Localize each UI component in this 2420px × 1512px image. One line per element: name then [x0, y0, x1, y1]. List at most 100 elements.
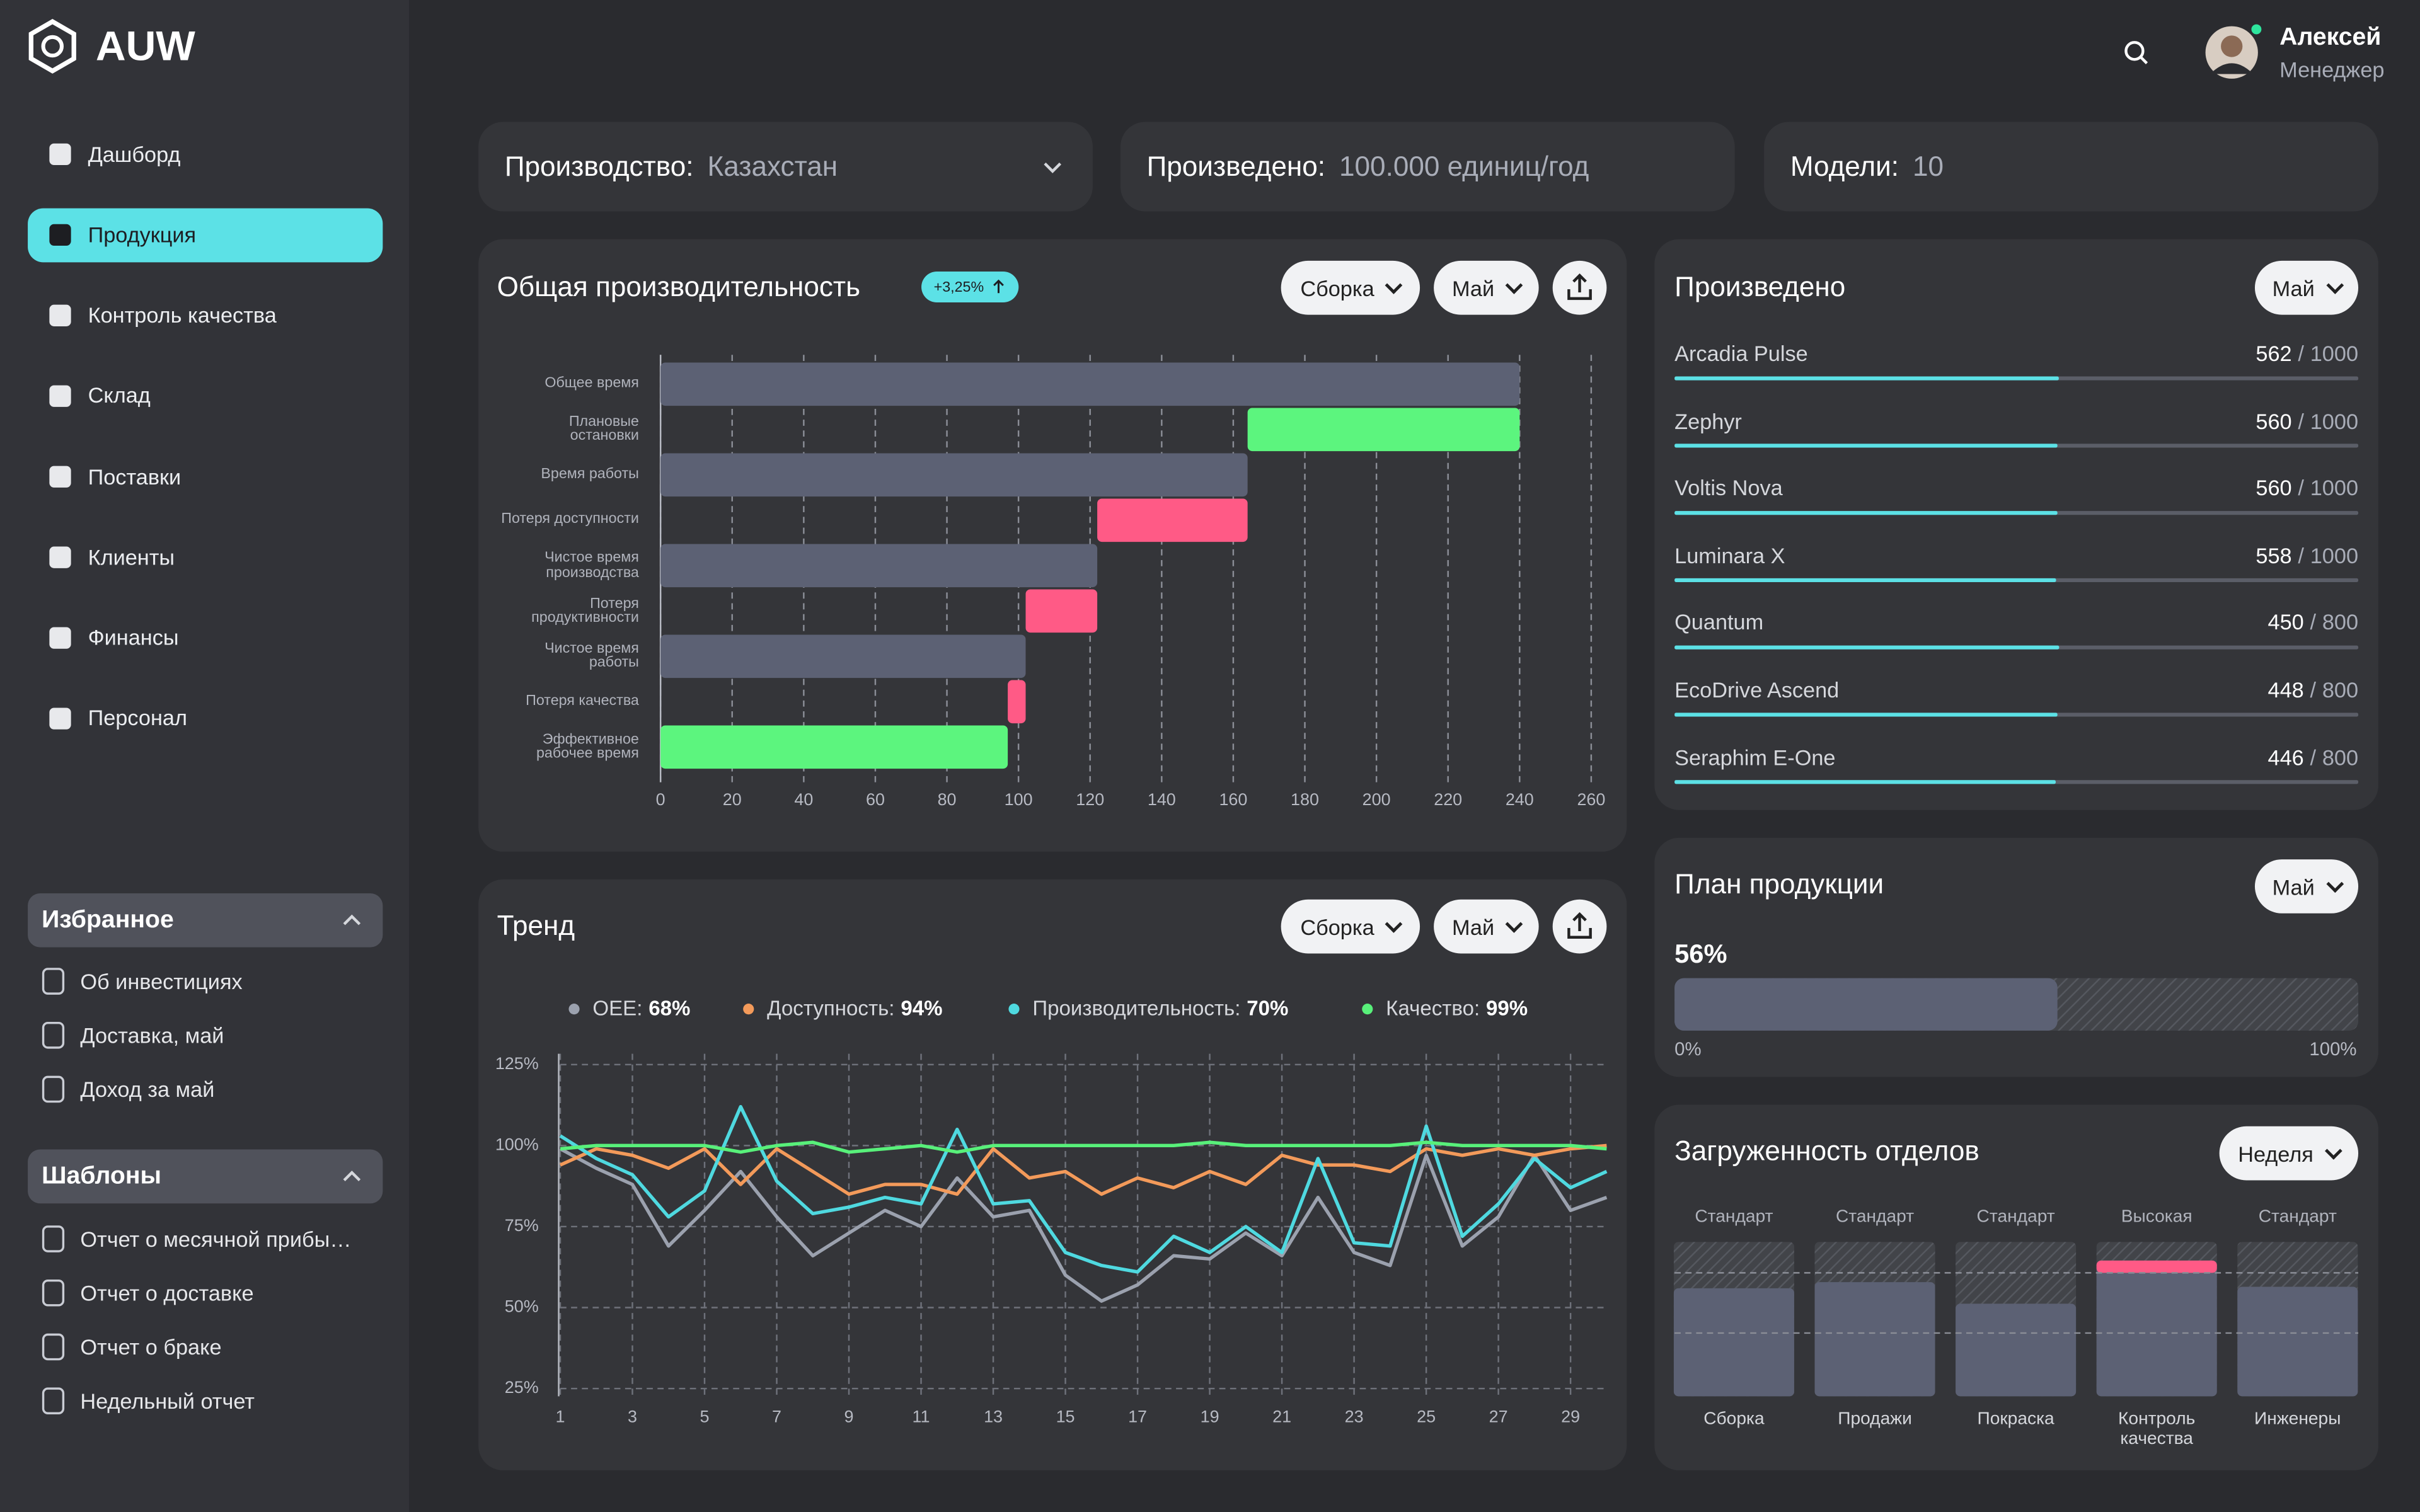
product-name: Seraphim E-One: [1674, 744, 1836, 770]
product-name: Zephyr: [1674, 408, 1742, 433]
filter-dropdown[interactable]: Май: [1434, 260, 1539, 315]
nav-item[interactable]: Персонал: [88, 705, 187, 730]
stat-card: Модели: 10: [1764, 122, 2378, 212]
avatar-body: [2210, 63, 2254, 74]
filter-dropdown[interactable]: Май: [2254, 260, 2359, 315]
y-tick-label: Потеря продуктивности: [531, 595, 639, 627]
count-value: 560: [2256, 408, 2292, 433]
card-title: План продукции: [1674, 868, 1884, 900]
stat-value: 100.000 единиц/год: [1339, 150, 1589, 181]
legend-name: OEE:: [592, 997, 643, 1020]
product-count: 560/1000: [2007, 476, 2358, 500]
count-value: 560: [2256, 475, 2292, 500]
stat-label: Произведено:: [1146, 150, 1325, 181]
count-value: 446: [2267, 744, 2304, 770]
legend-item: Доступность: 94%: [767, 997, 942, 1020]
y-tick-label: Чистое время работы: [544, 640, 639, 672]
product-count: 560/1000: [2007, 408, 2358, 433]
x-tick-label: Инженеры: [2254, 1410, 2341, 1429]
count-total: 1000: [2310, 475, 2359, 500]
section-item[interactable]: Доход за май: [80, 1076, 215, 1101]
section-item[interactable]: Об инвестициях: [80, 968, 243, 993]
count-separator: /: [2298, 542, 2304, 568]
nav-item[interactable]: Продукция: [88, 222, 197, 247]
avatar-head: [2221, 35, 2243, 57]
y-tick-label: Потеря качества: [526, 692, 639, 710]
count-value: 562: [2256, 341, 2292, 366]
search-icon: [2140, 56, 2148, 64]
stat-value: 10: [1913, 150, 1944, 181]
section-item[interactable]: Отчет о доставке: [80, 1280, 254, 1305]
nav-item[interactable]: Склад: [88, 382, 151, 408]
filter-dropdown[interactable]: Сборка: [1281, 260, 1420, 315]
section-header[interactable]: [28, 1149, 383, 1204]
status-dot: [2249, 21, 2264, 37]
count-value: 448: [2267, 677, 2304, 702]
card-title: Тренд: [497, 910, 575, 941]
nav-active-bg[interactable]: [28, 208, 383, 262]
user-role: Менеджер: [2279, 57, 2385, 82]
legend-name: Производительность:: [1032, 997, 1241, 1020]
product-name: EcoDrive Ascend: [1674, 677, 1840, 702]
x-tick-label: Контроль качества: [2118, 1410, 2196, 1449]
nav-item[interactable]: Финансы: [88, 624, 179, 650]
stat-label: Производство:: [504, 150, 694, 181]
legend-item: Качество: 99%: [1386, 997, 1528, 1020]
user-name[interactable]: Алексей: [2279, 25, 2382, 51]
stat-card: Произведено: 100.000 единиц/год: [1120, 122, 1735, 212]
nav-item[interactable]: Клиенты: [88, 544, 175, 570]
y-tick-label: Эффективное рабочее время: [536, 731, 639, 763]
legend-item: OEE: 68%: [592, 997, 690, 1020]
count-separator: /: [2310, 677, 2317, 702]
filter-dropdown[interactable]: Май: [1434, 899, 1539, 954]
product-name: Luminara X: [1674, 542, 1785, 568]
legend-name: Качество:: [1386, 997, 1480, 1020]
produced-card: [1654, 239, 2378, 810]
x-tick-label: Продажи: [1838, 1410, 1912, 1429]
filter-dropdown[interactable]: Май: [2254, 859, 2359, 914]
nav-item[interactable]: Поставки: [88, 463, 182, 489]
section-item[interactable]: Доставка, май: [80, 1022, 224, 1047]
section-header[interactable]: [28, 893, 383, 948]
count-separator: /: [2298, 341, 2304, 366]
nav-item[interactable]: Дашборд: [88, 141, 181, 166]
product-count: 446/800: [2007, 744, 2359, 770]
count-separator: /: [2310, 744, 2317, 770]
count-value: 558: [2256, 542, 2292, 568]
y-tick-label: Потеря доступности: [501, 511, 639, 529]
filter-dropdown[interactable]: Сборка: [1281, 899, 1420, 954]
y-tick-label: Общее время: [544, 375, 639, 392]
section-item[interactable]: Недельный отчет: [80, 1387, 255, 1413]
product-name: Voltis Nova: [1674, 475, 1783, 500]
filter-dropdown[interactable]: Неделя: [2219, 1126, 2359, 1181]
count-separator: /: [2298, 475, 2304, 500]
logo-text: AUW: [95, 23, 195, 70]
product-count: 562/1000: [2007, 341, 2358, 365]
trend-card: [478, 879, 1627, 1470]
section-title: Избранное: [42, 907, 174, 934]
legend-name: Доступность:: [767, 997, 895, 1020]
section-item[interactable]: Отчет о месячной прибы…: [80, 1225, 352, 1251]
plan-min-label: 0%: [1674, 1038, 1702, 1060]
stat-card[interactable]: Производство: Казахстан: [478, 122, 1093, 212]
nav-item[interactable]: Контроль качества: [88, 302, 277, 328]
product-count: 558/1000: [2007, 543, 2358, 568]
count-total: 800: [2322, 610, 2359, 635]
count-total: 1000: [2310, 542, 2359, 568]
legend-summary: 68%: [648, 997, 691, 1020]
product-name: Arcadia Pulse: [1674, 341, 1808, 366]
export-button[interactable]: [1552, 899, 1607, 954]
y-tick-label: Плановые остановки: [568, 413, 639, 445]
x-tick-label: Сборка: [1703, 1410, 1765, 1429]
legend-item: Производительность: 70%: [1032, 997, 1288, 1020]
section-item[interactable]: Отчет о браке: [80, 1334, 222, 1359]
product-count: 450/800: [2007, 610, 2359, 635]
performance-card: [478, 239, 1627, 852]
count-total: 1000: [2310, 408, 2359, 433]
export-button[interactable]: [1552, 260, 1607, 315]
plan-value: 56%: [1674, 939, 1727, 969]
legend-summary: 99%: [1485, 997, 1528, 1020]
count-separator: /: [2298, 408, 2304, 433]
product-count: 448/800: [2007, 677, 2359, 702]
